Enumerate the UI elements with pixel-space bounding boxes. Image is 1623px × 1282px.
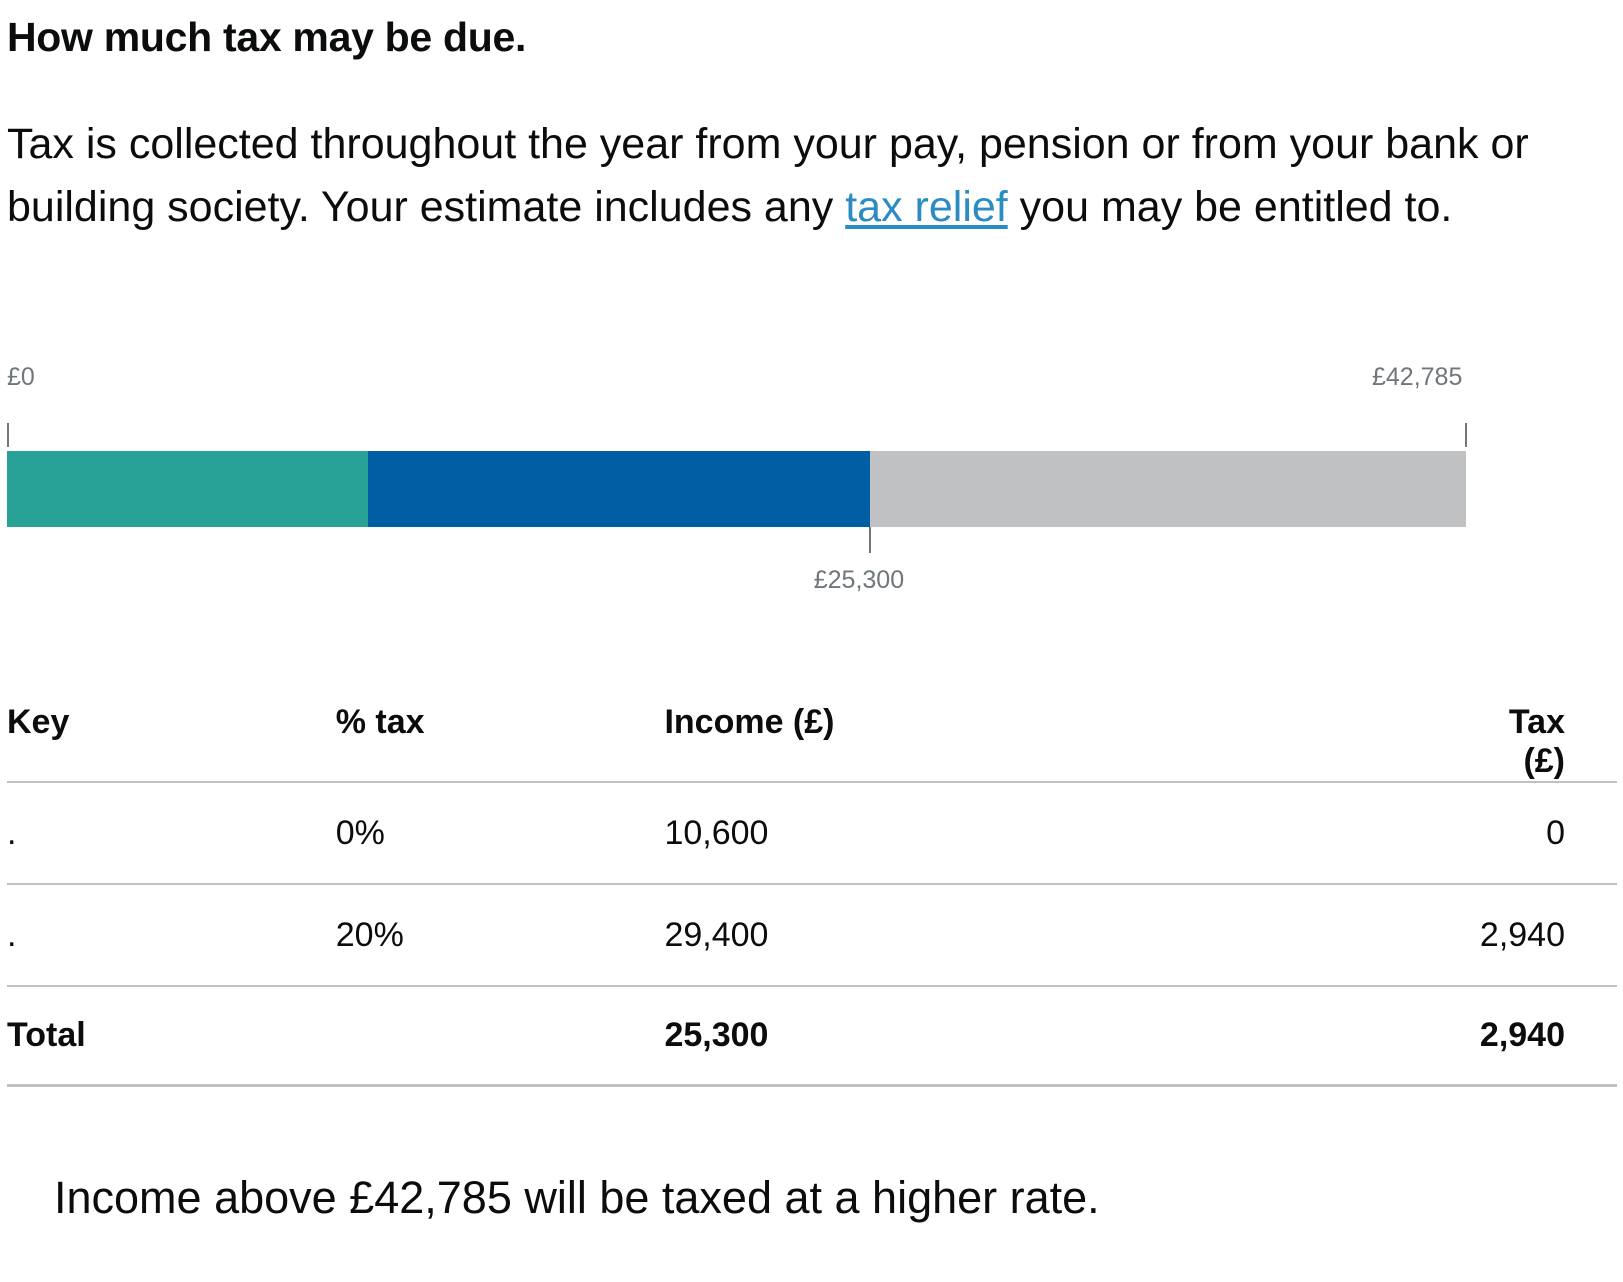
row-income: 29,400 — [664, 884, 1462, 987]
total-label: Total — [7, 986, 336, 1087]
table-row: . 0% 10,600 0 — [7, 782, 1617, 885]
total-tax: 2,940 — [1461, 986, 1617, 1087]
band-start-label: £0 — [7, 363, 35, 391]
total-income: 25,300 — [664, 986, 1462, 1087]
row-key: . — [7, 782, 336, 885]
header-income: Income (£) — [664, 675, 1462, 783]
row-income: 10,600 — [664, 782, 1462, 885]
band-segment-2 — [368, 451, 870, 527]
higher-rate-note: Income above £42,785 will be taxed at a … — [54, 1172, 1100, 1223]
header-key: Key — [7, 675, 336, 783]
income-marker-tick — [868, 527, 871, 553]
band-segment-1 — [7, 451, 369, 527]
tax-breakdown-table: Key % tax Income (£) Tax (£) . 0% 10,600… — [7, 675, 1617, 1087]
header-tax-rate: % tax — [335, 675, 665, 783]
income-marker-label: £25,300 — [813, 566, 905, 594]
row-tax-rate: 0% — [335, 782, 665, 885]
intro-text-end: you may be entitled to. — [1007, 183, 1453, 231]
row-key: . — [7, 884, 336, 987]
row-tax: 0 — [1461, 782, 1617, 885]
band-end-label: £42,785 — [1372, 363, 1463, 391]
intro-paragraph: Tax is collected throughout the year fro… — [7, 113, 1567, 239]
band-end-tick — [1465, 423, 1467, 447]
intro-text-start: Tax is collected throughout the year fro… — [7, 120, 1529, 231]
tax-band-bar — [7, 451, 1466, 527]
tax-relief-link[interactable]: tax relief — [845, 183, 1008, 231]
table-row: . 20% 29,400 2,940 — [7, 884, 1617, 987]
page-heading: How much tax may be due. — [7, 14, 527, 60]
table-header-row: Key % tax Income (£) Tax (£) — [7, 675, 1617, 783]
row-tax-rate: 20% — [335, 884, 665, 987]
header-tax: Tax (£) — [1461, 675, 1617, 783]
total-rate-empty — [335, 986, 665, 1087]
table-total-row: Total 25,300 2,940 — [7, 986, 1617, 1087]
row-tax: 2,940 — [1461, 884, 1617, 987]
band-start-tick — [7, 423, 9, 447]
